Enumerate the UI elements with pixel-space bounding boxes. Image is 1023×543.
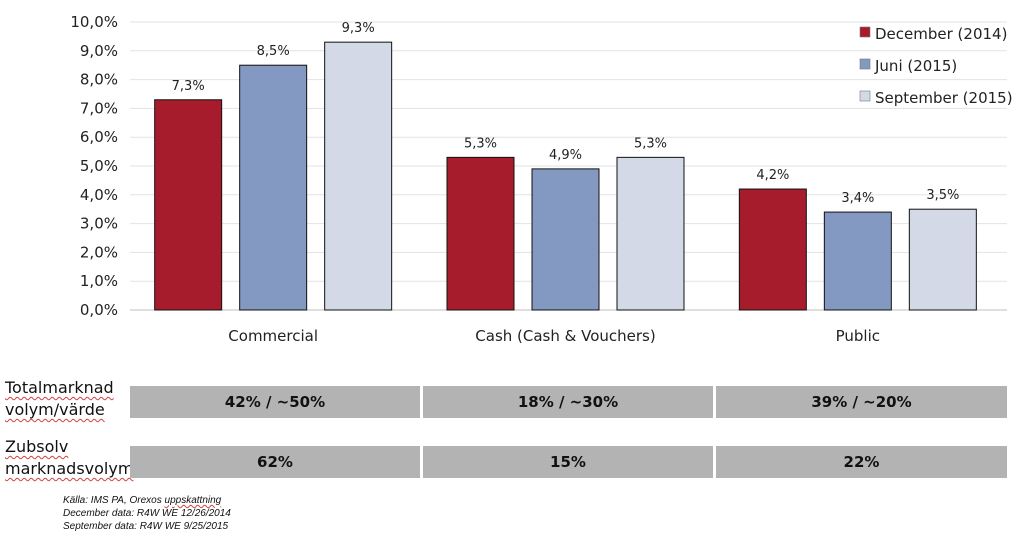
y-tick-label: 7,0%	[80, 99, 118, 117]
data-label: 4,9%	[549, 148, 582, 163]
row-label-line: Totalmarknad	[5, 378, 114, 397]
x-tick-label: Commercial	[228, 327, 318, 345]
bar	[908, 208, 977, 311]
data-label: 5,3%	[634, 136, 667, 151]
x-tick-label: Cash (Cash & Vouchers)	[475, 327, 655, 345]
bar-chart: 0,0% 1,0% 2,0% 3,0% 4,0% 5,0% 6,0% 7,0% 8,0% 9,0%…	[70, 13, 1013, 345]
y-tick-label: 3,0%	[80, 215, 118, 233]
bar	[324, 41, 393, 311]
x-tick-label: Public	[836, 327, 880, 345]
table-cell: 62%	[130, 446, 420, 478]
data-label: 4,2%	[756, 168, 789, 183]
legend-label: December (2014)	[875, 25, 1007, 43]
y-tick-label: 2,0%	[80, 243, 118, 261]
row-label-zubsolv: Zubsolv marknadsvolym	[5, 436, 133, 480]
y-tick-label: 10,0%	[70, 13, 118, 31]
data-label: 3,4%	[841, 191, 874, 206]
legend-swatch	[859, 90, 871, 102]
bar	[154, 99, 223, 311]
data-label: 8,5%	[257, 44, 290, 59]
source-line-1: Källa: IMS PA, Orexos uppskattning	[63, 494, 221, 507]
y-tick-label: 5,0%	[80, 157, 118, 175]
source-line-2: December data: R4W WE 12/26/2014	[63, 508, 231, 519]
table-cell: 22%	[716, 446, 1007, 478]
bar	[738, 188, 807, 311]
table-cell: 39% / ~20%	[716, 386, 1007, 418]
table-cell: 42% / ~50%	[130, 386, 420, 418]
row-label-line: marknadsvolym	[5, 459, 134, 478]
bar	[239, 64, 308, 311]
legend-swatch	[859, 58, 871, 70]
data-label: 9,3%	[342, 21, 375, 36]
data-labels: 7,3% 8,5% 9,3% 5,3% 4,9% 5,3% 4,2% 3,4% 3,5%	[172, 21, 960, 206]
data-label: 3,5%	[926, 188, 959, 203]
bar	[446, 156, 515, 311]
table-cell: 18% / ~30%	[423, 386, 713, 418]
table-cell: 15%	[423, 446, 713, 478]
data-label: 7,3%	[172, 79, 205, 94]
y-tick-label: 4,0%	[80, 186, 118, 204]
y-tick-label: 8,0%	[80, 71, 118, 89]
row-label-totalmarknad: Totalmarknad volym/värde	[5, 377, 114, 421]
bar	[616, 156, 685, 311]
source-line-3: September data: R4W WE 9/25/2015	[63, 521, 229, 532]
legend-label: Juni (2015)	[874, 57, 957, 75]
bar	[823, 211, 892, 311]
y-tick-label: 9,0%	[80, 42, 118, 60]
bar	[531, 168, 600, 311]
x-axis: Commercial Cash (Cash & Vouchers) Public	[228, 327, 880, 345]
y-tick-label: 1,0%	[80, 272, 118, 290]
row-label-line: Zubsolv	[5, 437, 69, 456]
y-tick-label: 0,0%	[80, 301, 118, 319]
bars	[154, 41, 977, 311]
source-text: Källa: IMS PA, Orexos	[63, 495, 165, 506]
row-label-line: volym/värde	[5, 400, 105, 419]
legend-swatch	[859, 26, 871, 38]
legend-label: September (2015)	[875, 89, 1013, 107]
source-text-underlined: uppskattning	[164, 495, 222, 506]
legend: December (2014) Juni (2015) September (201…	[859, 25, 1013, 107]
data-label: 5,3%	[464, 136, 497, 151]
y-tick-label: 6,0%	[80, 128, 118, 146]
y-axis: 0,0% 1,0% 2,0% 3,0% 4,0% 5,0% 6,0% 7,0% 8,0% 9,0%…	[70, 13, 118, 319]
